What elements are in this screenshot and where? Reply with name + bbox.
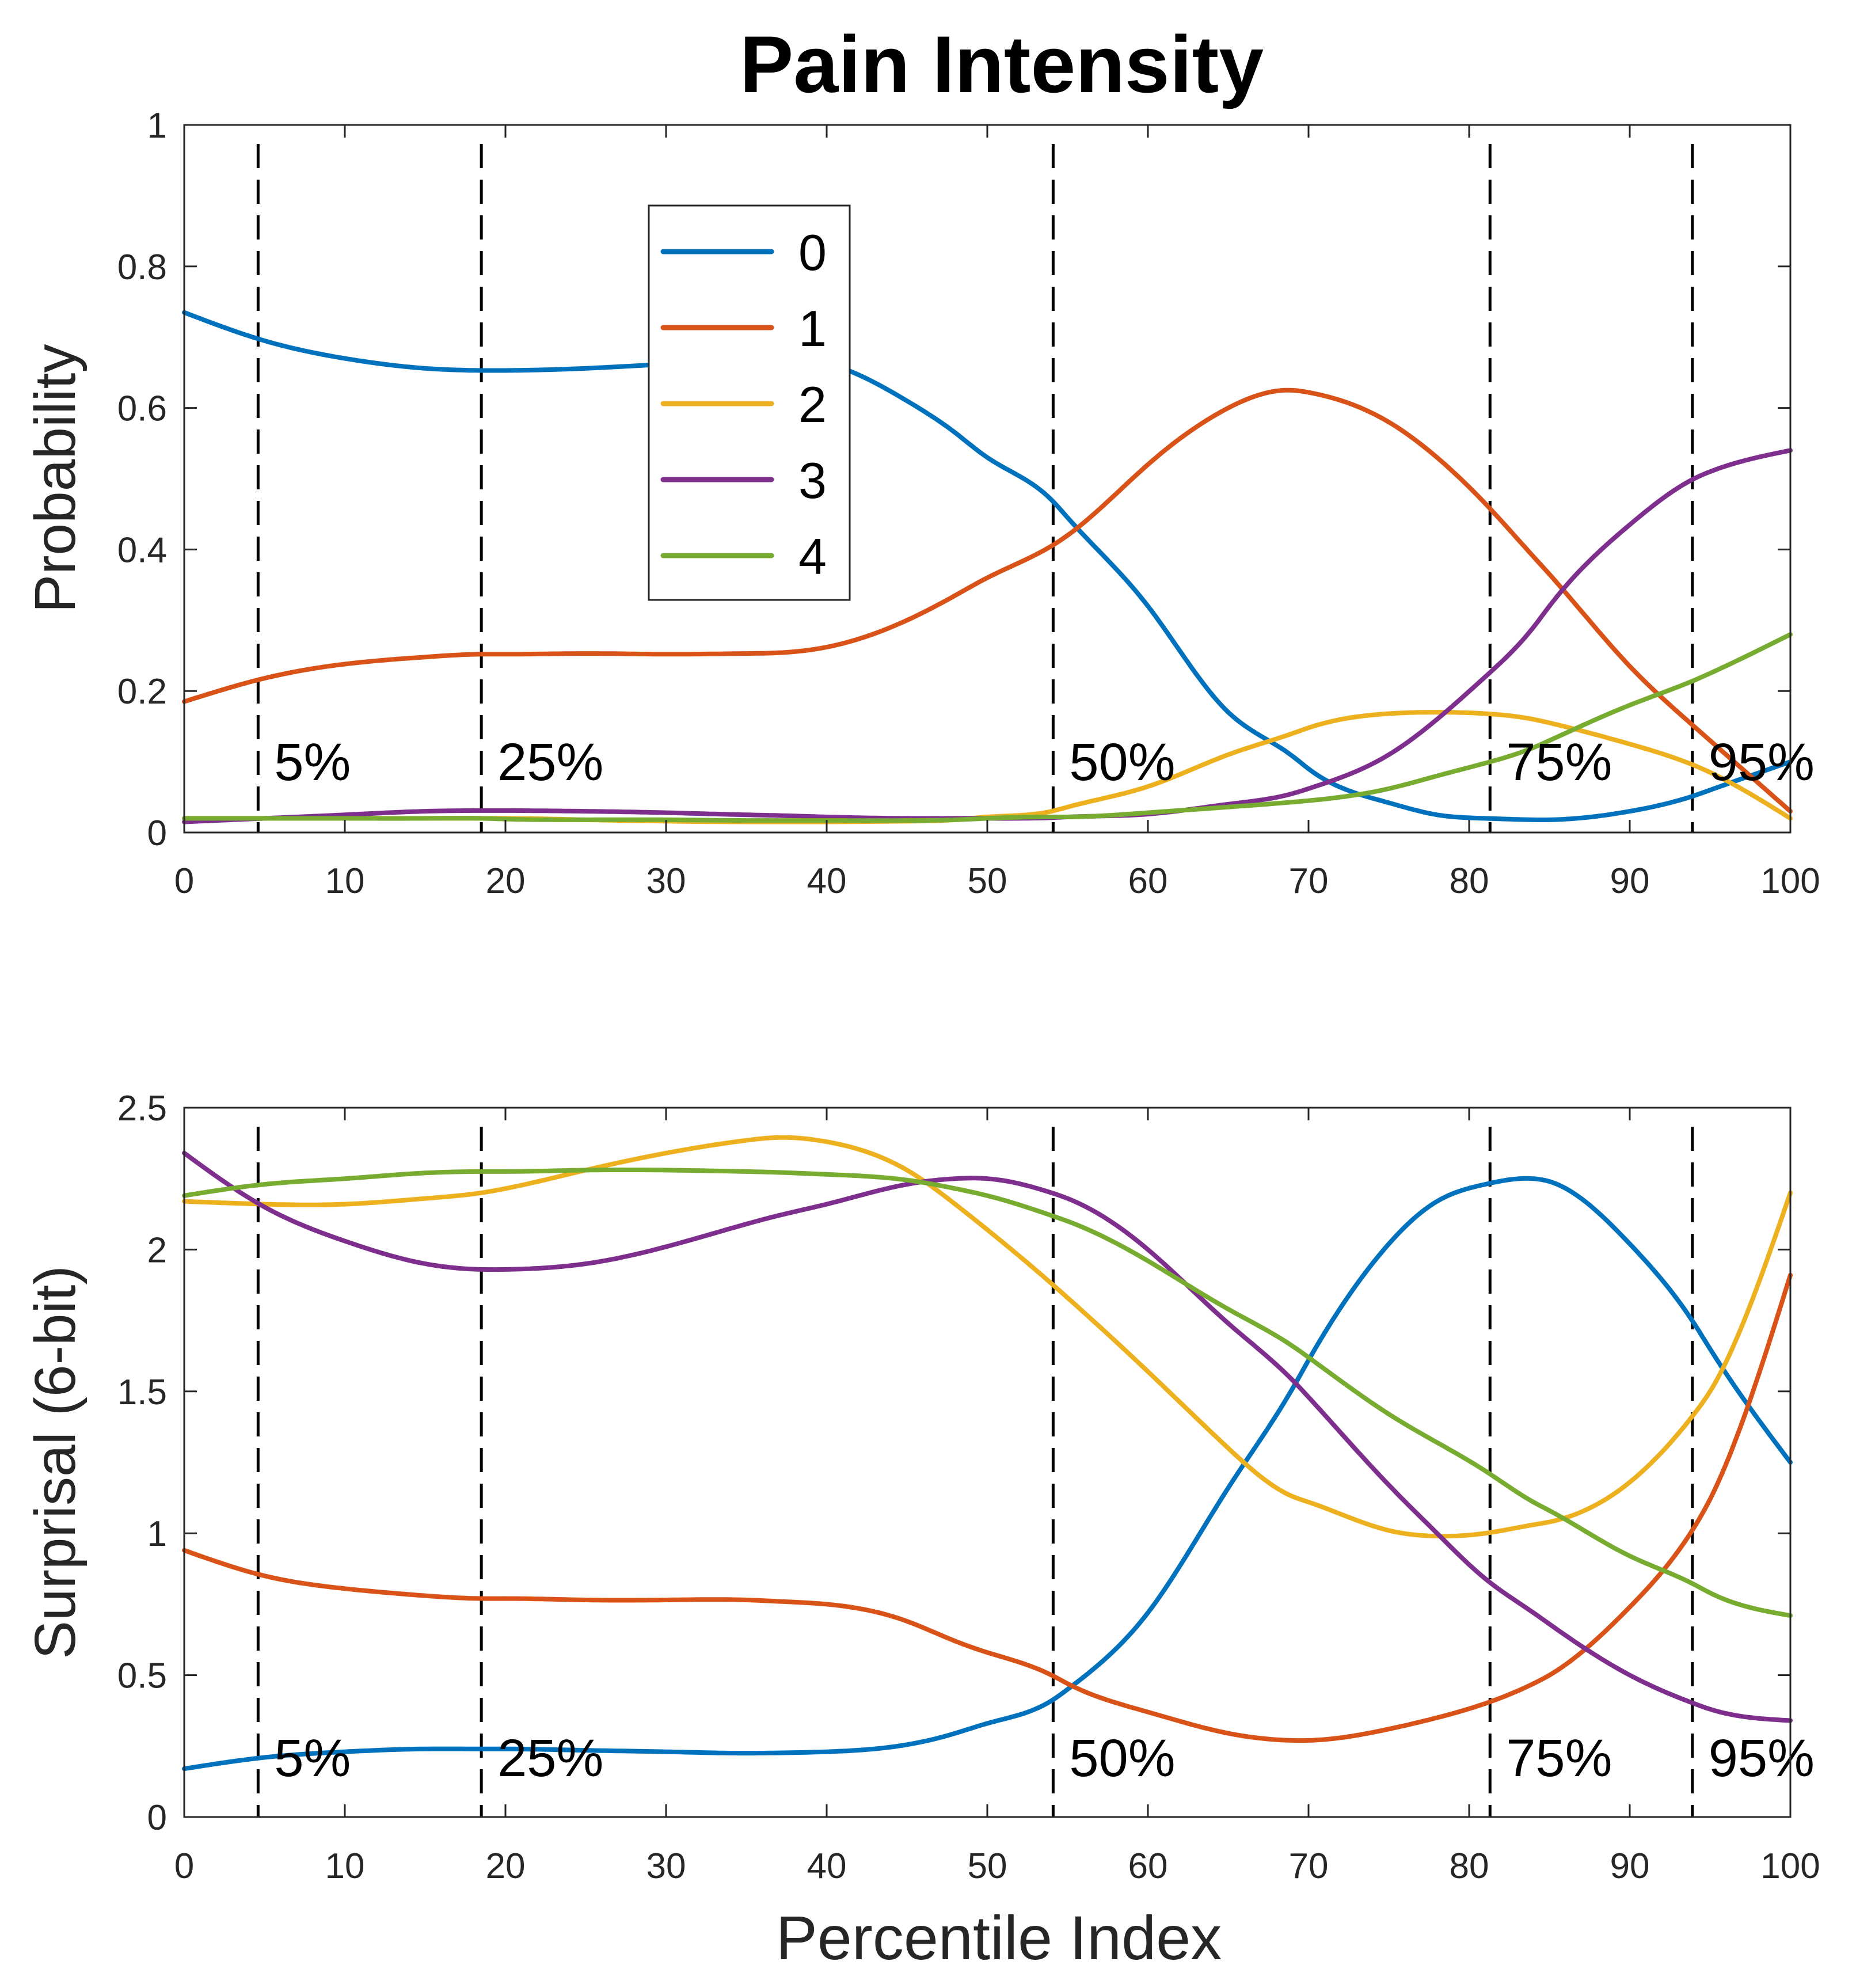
probability-x-tick-label: 10 <box>325 861 365 901</box>
surprisal-x-tick-label: 100 <box>1760 1846 1820 1886</box>
surprisal-y-axis-label: Surprisal (6-bit) <box>23 1265 88 1659</box>
probability-x-tick-label: 100 <box>1760 861 1820 901</box>
probability-percentile-label-5pct: 5% <box>274 733 351 792</box>
legend-entries: 0 1 2 3 4 <box>660 224 827 585</box>
surprisal-percentile-label-95pct: 95% <box>1709 1729 1815 1788</box>
probability-x-tick-label: 70 <box>1289 861 1329 901</box>
surprisal-x-tick-label: 0 <box>174 1846 194 1886</box>
probability-percentile-label-25pct: 25% <box>497 733 603 792</box>
surprisal-percentile-label-75pct: 75% <box>1506 1729 1612 1788</box>
probability-x-tick-label: 90 <box>1610 861 1650 901</box>
probability-x-tick-label: 80 <box>1450 861 1489 901</box>
surprisal-percentile-label-50pct: 50% <box>1069 1729 1175 1788</box>
surprisal-series-2-line <box>182 1135 1793 1539</box>
legend: 0 1 2 3 4 <box>648 204 851 601</box>
probability-x-tick-label: 60 <box>1128 861 1168 901</box>
probability-series-0-line <box>182 310 1793 822</box>
surprisal-series-3-line <box>182 1150 1793 1723</box>
surprisal-x-tick-label: 70 <box>1289 1846 1329 1886</box>
probability-x-tick-label: 50 <box>968 861 1007 901</box>
probability-percentile-labels: 5% 25% 50% 75% 95% <box>274 733 1815 792</box>
chart-title: Pain Intensity <box>740 19 1264 109</box>
probability-y-tick-label: 0.8 <box>117 248 167 287</box>
probability-panel: 5% 25% 50% 75% 95% 0 10 20 30 40 50 60 70 80 90 10000.… <box>23 106 1820 901</box>
legend-label-4: 4 <box>798 528 827 585</box>
probability-percentile-label-95pct: 95% <box>1709 733 1815 792</box>
probability-series-4-line <box>182 632 1793 823</box>
probability-x-tick-label: 30 <box>646 861 686 901</box>
surprisal-x-tick-label: 40 <box>807 1846 847 1886</box>
surprisal-ticks: 0 10 20 30 40 50 60 70 80 90 100 0 0.5 1 1.5 2 2.5 <box>117 1089 1820 1886</box>
surprisal-y-tick-label: 2.5 <box>117 1089 167 1128</box>
probability-y-tick-label: 0.4 <box>117 530 167 570</box>
surprisal-y-tick-label: 2 <box>147 1230 167 1270</box>
surprisal-x-tick-label: 80 <box>1450 1846 1489 1886</box>
probability-percentile-label-50pct: 50% <box>1069 733 1175 792</box>
surprisal-x-tick-label: 60 <box>1128 1846 1168 1886</box>
probability-y-axis-label: Probability <box>23 344 88 613</box>
legend-label-1: 1 <box>798 300 827 357</box>
surprisal-x-tick-label: 10 <box>325 1846 365 1886</box>
probability-x-tick-label: 20 <box>486 861 526 901</box>
surprisal-x-tick-label: 50 <box>968 1846 1007 1886</box>
surprisal-percentile-label-25pct: 25% <box>497 1729 603 1788</box>
surprisal-panel: 5% 25% 50% 75% 95% 0 10 20 30 40 50 60 70 80 90 100 0 0.… <box>23 1089 1820 1886</box>
probability-y-tick-label: 0 <box>147 814 167 853</box>
probability-y-tick-label: 1 <box>147 106 167 146</box>
x-axis-label: Percentile Index <box>776 1903 1222 1972</box>
probability-percentile-lines <box>256 144 1694 833</box>
surprisal-series-4-line <box>182 1167 1793 1618</box>
surprisal-plot-area <box>184 1108 1790 1817</box>
probability-y-tick-label: 0.2 <box>117 672 167 712</box>
surprisal-series-1-line <box>182 1272 1793 1743</box>
probability-series-1-line <box>182 387 1793 814</box>
surprisal-percentile-label-5pct: 5% <box>274 1729 351 1788</box>
probability-x-tick-label: 40 <box>807 861 847 901</box>
surprisal-y-tick-label: 0 <box>147 1798 167 1838</box>
surprisal-x-tick-label: 30 <box>646 1846 686 1886</box>
surprisal-x-tick-label: 90 <box>1610 1846 1650 1886</box>
surprisal-y-tick-label: 0.5 <box>117 1656 167 1696</box>
surprisal-percentile-labels: 5% 25% 50% 75% 95% <box>274 1729 1815 1788</box>
probability-x-tick-label: 0 <box>174 861 194 901</box>
surprisal-y-tick-label: 1 <box>147 1514 167 1554</box>
probability-series <box>182 310 1793 824</box>
surprisal-x-tick-label: 20 <box>486 1846 526 1886</box>
legend-label-0: 0 <box>798 224 827 281</box>
probability-percentile-label-75pct: 75% <box>1506 733 1612 792</box>
probability-plot-area <box>184 125 1790 833</box>
surprisal-series-0-line <box>182 1176 1793 1772</box>
legend-label-3: 3 <box>798 452 827 509</box>
surprisal-y-tick-label: 1.5 <box>117 1373 167 1412</box>
probability-y-tick-label: 0.6 <box>117 389 167 429</box>
legend-label-2: 2 <box>798 376 827 433</box>
surprisal-series <box>182 1135 1793 1772</box>
